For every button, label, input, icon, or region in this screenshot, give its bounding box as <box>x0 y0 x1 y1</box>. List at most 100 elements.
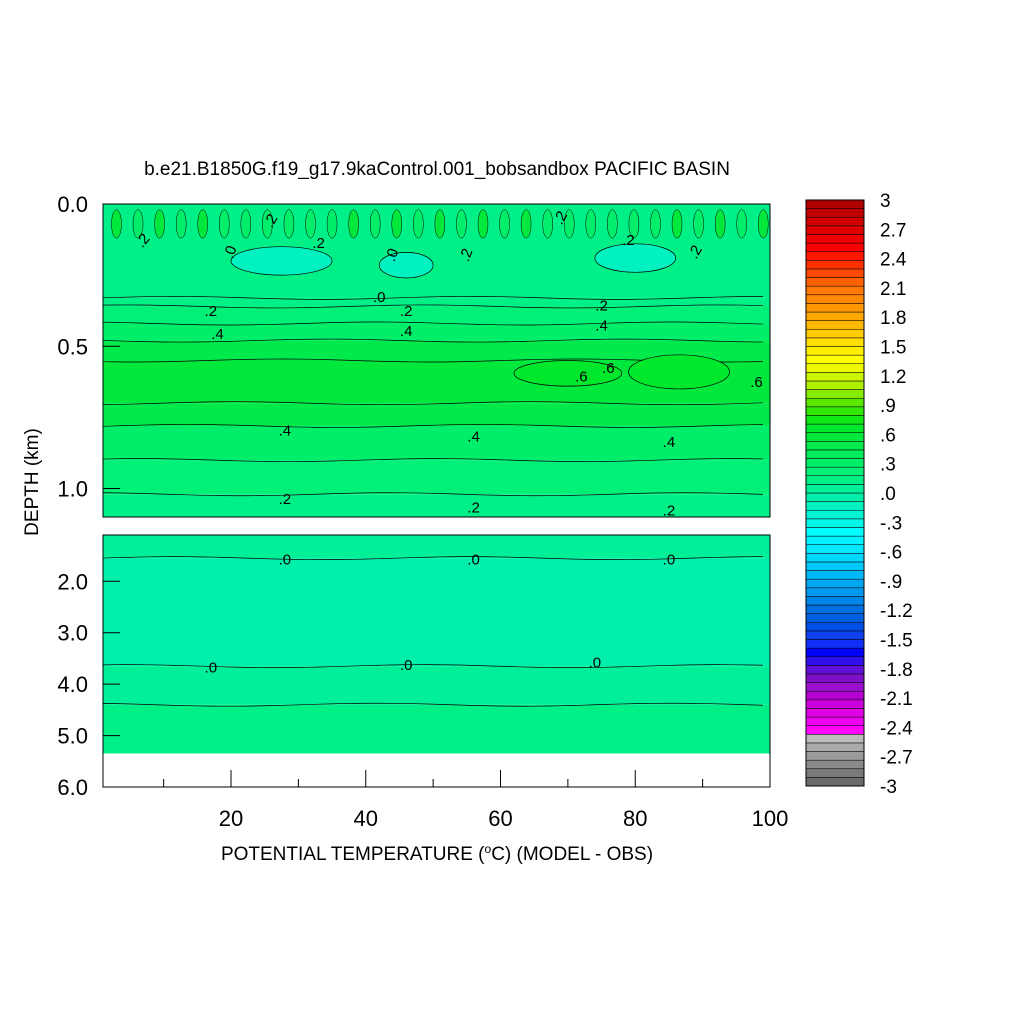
colorbar-swatch <box>805 380 865 390</box>
y-tick-label: 2.0 <box>57 569 88 594</box>
colorbar-swatch <box>805 260 865 270</box>
surface-eddy <box>262 209 273 239</box>
contour-patch <box>378 252 434 279</box>
colorbar-swatch <box>805 604 865 614</box>
colorbar-swatch <box>805 751 865 761</box>
surface-eddy <box>413 209 424 239</box>
colorbar-label: 3 <box>880 191 891 212</box>
colorbar-swatch <box>805 208 865 218</box>
surface-eddy <box>671 209 683 239</box>
y-axis-label: DEPTH (km) <box>22 428 43 536</box>
y-tick-label: 5.0 <box>57 724 88 749</box>
colorbar-label: -.3 <box>880 513 902 534</box>
surface-eddy <box>434 209 446 239</box>
contour-label: .6 <box>602 360 615 377</box>
y-tick-label: 3.0 <box>57 621 88 646</box>
surface-eddy <box>714 209 726 239</box>
chart-title: b.e21.B1850G.f19_g17.9kaControl.001_bobs… <box>144 159 730 180</box>
contour-label: .0 <box>663 552 676 569</box>
colorbar-swatch <box>805 777 865 787</box>
colorbar-label: 1.2 <box>880 367 906 388</box>
colorbar-label: -.6 <box>880 543 902 564</box>
colorbar-label: -.9 <box>880 572 902 593</box>
contour-line <box>103 321 764 326</box>
colorbar-swatch <box>805 329 865 339</box>
colorbar-swatch <box>805 630 865 640</box>
colorbar-swatch <box>805 389 865 399</box>
contour-label: .0 <box>589 655 602 672</box>
colorbar-swatch <box>805 406 865 416</box>
colorbar-label: .3 <box>880 455 896 476</box>
colorbar-swatch <box>805 768 865 778</box>
x-tick-label: 80 <box>623 806 647 831</box>
colorbar-label: -2.4 <box>880 718 913 739</box>
colorbar-swatch <box>805 311 865 321</box>
contour-patch <box>594 243 677 273</box>
contour-line <box>103 338 764 343</box>
colorbar-swatch <box>805 673 865 683</box>
colorbar-swatch <box>805 225 865 235</box>
contour-band <box>103 403 770 426</box>
contour-label: .2 <box>622 232 635 249</box>
colorbar-swatch <box>805 354 865 364</box>
contour-line <box>103 401 764 406</box>
colorbar-label: -1.2 <box>880 601 913 622</box>
y-tick-label: 0.0 <box>57 192 88 217</box>
colorbar-swatch <box>805 199 865 209</box>
colorbar-swatch <box>805 587 865 597</box>
surface-eddy <box>305 209 316 239</box>
colorbar-swatch <box>805 432 865 442</box>
colorbar-swatch <box>805 570 865 580</box>
contour-band <box>103 340 770 361</box>
surface-eddy <box>628 209 640 239</box>
missing-data-area <box>103 753 770 787</box>
colorbar-label: 1.8 <box>880 308 906 329</box>
contour-band <box>103 460 770 495</box>
contour-fill <box>103 535 770 787</box>
surface-eddy <box>542 209 553 239</box>
contour-line <box>103 492 764 497</box>
y-tick-label: 6.0 <box>57 775 88 800</box>
colorbar-label: -1.8 <box>880 660 913 681</box>
colorbar-swatch <box>805 242 865 252</box>
colorbar-swatch <box>805 423 865 433</box>
colorbar-swatch <box>805 518 865 528</box>
x-axis-label: POTENTIAL TEMPERATURE (oC) (MODEL - OBS) <box>221 842 653 865</box>
x-axis: 20 40 60 80 100 <box>163 770 788 831</box>
colorbar-swatch <box>805 596 865 606</box>
colorbar-swatch <box>805 561 865 571</box>
y-tick-label: 0.5 <box>57 334 88 359</box>
surface-eddy <box>520 209 532 239</box>
panel-frame <box>102 534 771 788</box>
contour-label: .2 <box>279 491 292 508</box>
contour-label: .4 <box>279 423 292 440</box>
surface-eddy <box>456 209 467 239</box>
colorbar-label: -2.1 <box>880 689 913 710</box>
contour-band <box>103 494 770 517</box>
contour-band <box>103 323 770 341</box>
surface-eddy <box>111 209 122 239</box>
colorbar-swatch <box>805 346 865 356</box>
x-tick-label: 60 <box>488 806 512 831</box>
colorbar-swatch <box>805 320 865 330</box>
surface-eddy <box>391 209 402 239</box>
colorbar-swatch <box>805 294 865 304</box>
surface-eddy <box>154 209 165 239</box>
contour-label: .2 <box>467 499 480 516</box>
surface-eddy <box>477 209 489 239</box>
colorbar-swatch <box>805 725 865 735</box>
colorbar-swatch <box>805 647 865 657</box>
colorbar-swatch <box>805 509 865 520</box>
contour-label: .4 <box>595 317 608 334</box>
surface-eddy <box>240 209 252 239</box>
surface-eddy <box>132 209 144 239</box>
surface-eddy <box>175 209 187 239</box>
surface-eddy <box>563 209 575 239</box>
contour-label: .2 <box>663 502 676 519</box>
x-tick-label: 20 <box>219 806 243 831</box>
colorbar-label: 1.5 <box>880 338 906 359</box>
colorbar-swatch <box>805 535 865 545</box>
contour-patch <box>230 246 333 276</box>
contour-line <box>103 296 764 300</box>
contour-label: .4 <box>400 323 413 340</box>
